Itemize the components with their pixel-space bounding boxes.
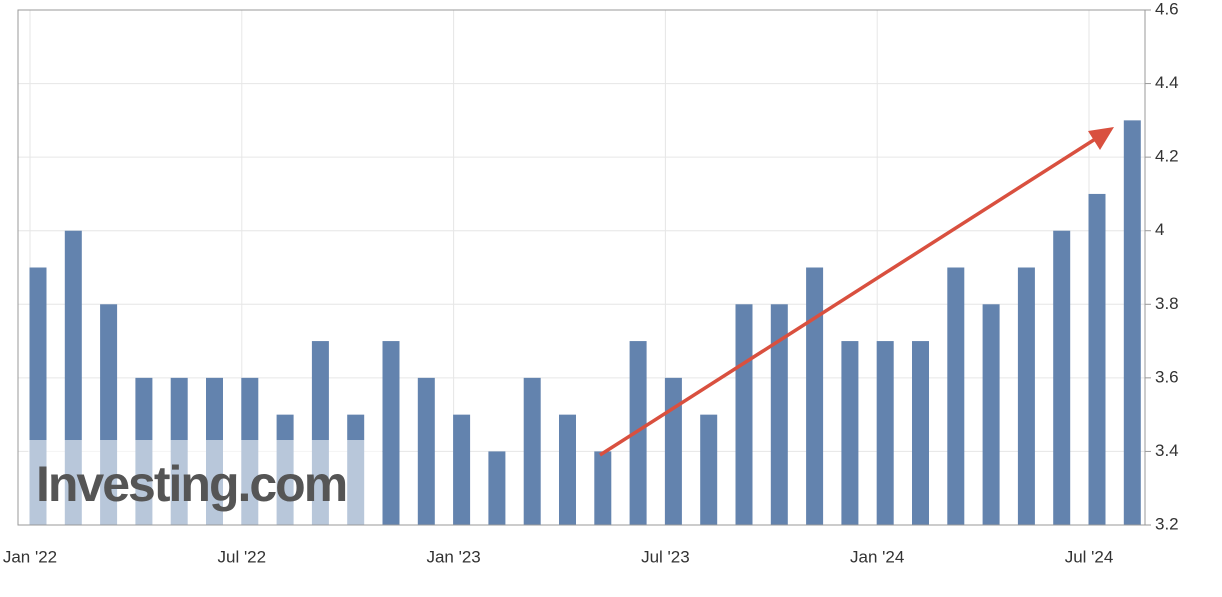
x-tick-label: Jan '23 — [426, 547, 480, 566]
watermark-backdrop — [28, 440, 382, 525]
y-tick-label: 4.2 — [1155, 147, 1179, 166]
bar — [770, 304, 788, 525]
bar — [947, 267, 965, 525]
y-tick-label: 3.6 — [1155, 367, 1179, 386]
bar — [982, 304, 1000, 525]
y-tick-label: 3.2 — [1155, 514, 1179, 533]
y-tick-label: 4 — [1155, 220, 1164, 239]
x-tick-label: Jul '24 — [1065, 547, 1114, 566]
y-tick-label: 3.4 — [1155, 441, 1179, 460]
bar — [1017, 267, 1035, 525]
bar — [629, 341, 647, 525]
labels: 3.2 3.4 3.6 3.8 4 4.2 4.4 4.6 Jan '22 Jul '22 Jan … — [3, 0, 1179, 566]
x-tick-label: Jan '22 — [3, 547, 57, 566]
bar — [735, 304, 753, 525]
bar — [382, 341, 400, 525]
bar — [417, 377, 435, 525]
bar — [594, 451, 612, 525]
bar — [912, 341, 929, 525]
bar — [841, 341, 859, 525]
bar — [700, 414, 718, 525]
bar — [664, 377, 682, 525]
bar — [1123, 120, 1141, 525]
bar — [453, 414, 471, 525]
y-tick-label: 4.4 — [1155, 73, 1179, 92]
y-tick-label: 4.6 — [1155, 0, 1179, 18]
trend-arrow — [599, 134, 1101, 457]
watermark: Investing.com — [36, 456, 346, 512]
y-tick-label: 3.8 — [1155, 294, 1179, 313]
bar — [488, 451, 506, 525]
bar — [1088, 193, 1106, 525]
trend-arrowhead — [1088, 127, 1114, 150]
plot-frame — [17, 9, 1146, 526]
bar — [559, 414, 576, 525]
x-tick-label: Jul '22 — [217, 547, 266, 566]
x-tick-label: Jul '23 — [641, 547, 690, 566]
bar — [876, 341, 894, 525]
bar — [1053, 230, 1071, 525]
bar — [523, 377, 541, 525]
x-tick-label: Jan '24 — [850, 547, 904, 566]
bar — [806, 267, 824, 525]
